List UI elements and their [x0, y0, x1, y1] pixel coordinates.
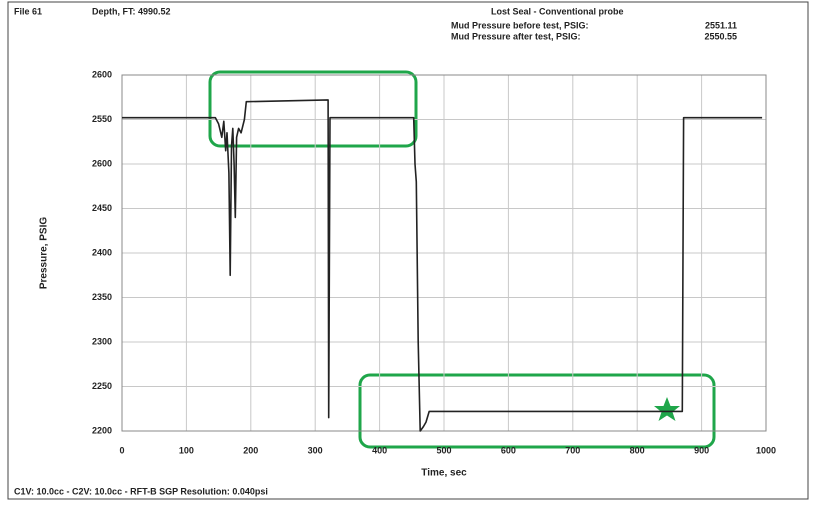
x-tick-label: 900 — [694, 445, 709, 455]
y-tick-label: 2350 — [92, 292, 112, 302]
mud-after-value: 2550.55 — [704, 31, 737, 41]
star-marker — [654, 397, 680, 421]
highlight-box — [208, 70, 418, 148]
x-tick-label: 700 — [565, 445, 580, 455]
x-tick-label: 1000 — [756, 445, 776, 455]
mud-before-label: Mud Pressure before test, PSIG: — [451, 20, 589, 30]
y-tick-label: 2450 — [92, 203, 112, 213]
x-tick-label: 200 — [243, 445, 258, 455]
y-tick-label: 2250 — [92, 381, 112, 391]
y-axis-label: Pressure, PSIG — [39, 217, 50, 289]
x-axis-label: Time, sec — [421, 468, 467, 479]
x-tick-label: 300 — [308, 445, 323, 455]
x-tick-label: 100 — [179, 445, 194, 455]
pressure-line — [122, 99, 763, 432]
y-tick-label: 2300 — [92, 336, 112, 346]
highlight-box — [358, 373, 716, 449]
chart-title: Lost Seal - Conventional probe — [491, 6, 624, 16]
file-label: File 61 — [14, 6, 42, 16]
x-tick-label: 600 — [501, 445, 516, 455]
depth-label: Depth, FT: 4990.52 — [92, 6, 171, 16]
y-tick-label: 2600 — [92, 69, 112, 79]
x-tick-label: 400 — [372, 445, 387, 455]
y-tick-label: 2200 — [92, 425, 112, 435]
x-tick-label: 800 — [630, 445, 645, 455]
frame — [7, 1, 809, 500]
plot-area — [121, 74, 767, 432]
x-tick-label: 0 — [119, 445, 124, 455]
x-tick-label: 500 — [436, 445, 451, 455]
y-tick-label: 2400 — [92, 247, 112, 257]
footer: C1V: 10.0cc - C2V: 10.0cc - RFT-B SGP Re… — [14, 486, 268, 496]
mud-before-value: 2551.11 — [705, 20, 737, 30]
y-tick-label: 2550 — [92, 114, 112, 124]
mud-after-label: Mud Pressure after test, PSIG: — [451, 31, 581, 41]
y-tick-label: 2600 — [92, 158, 112, 168]
